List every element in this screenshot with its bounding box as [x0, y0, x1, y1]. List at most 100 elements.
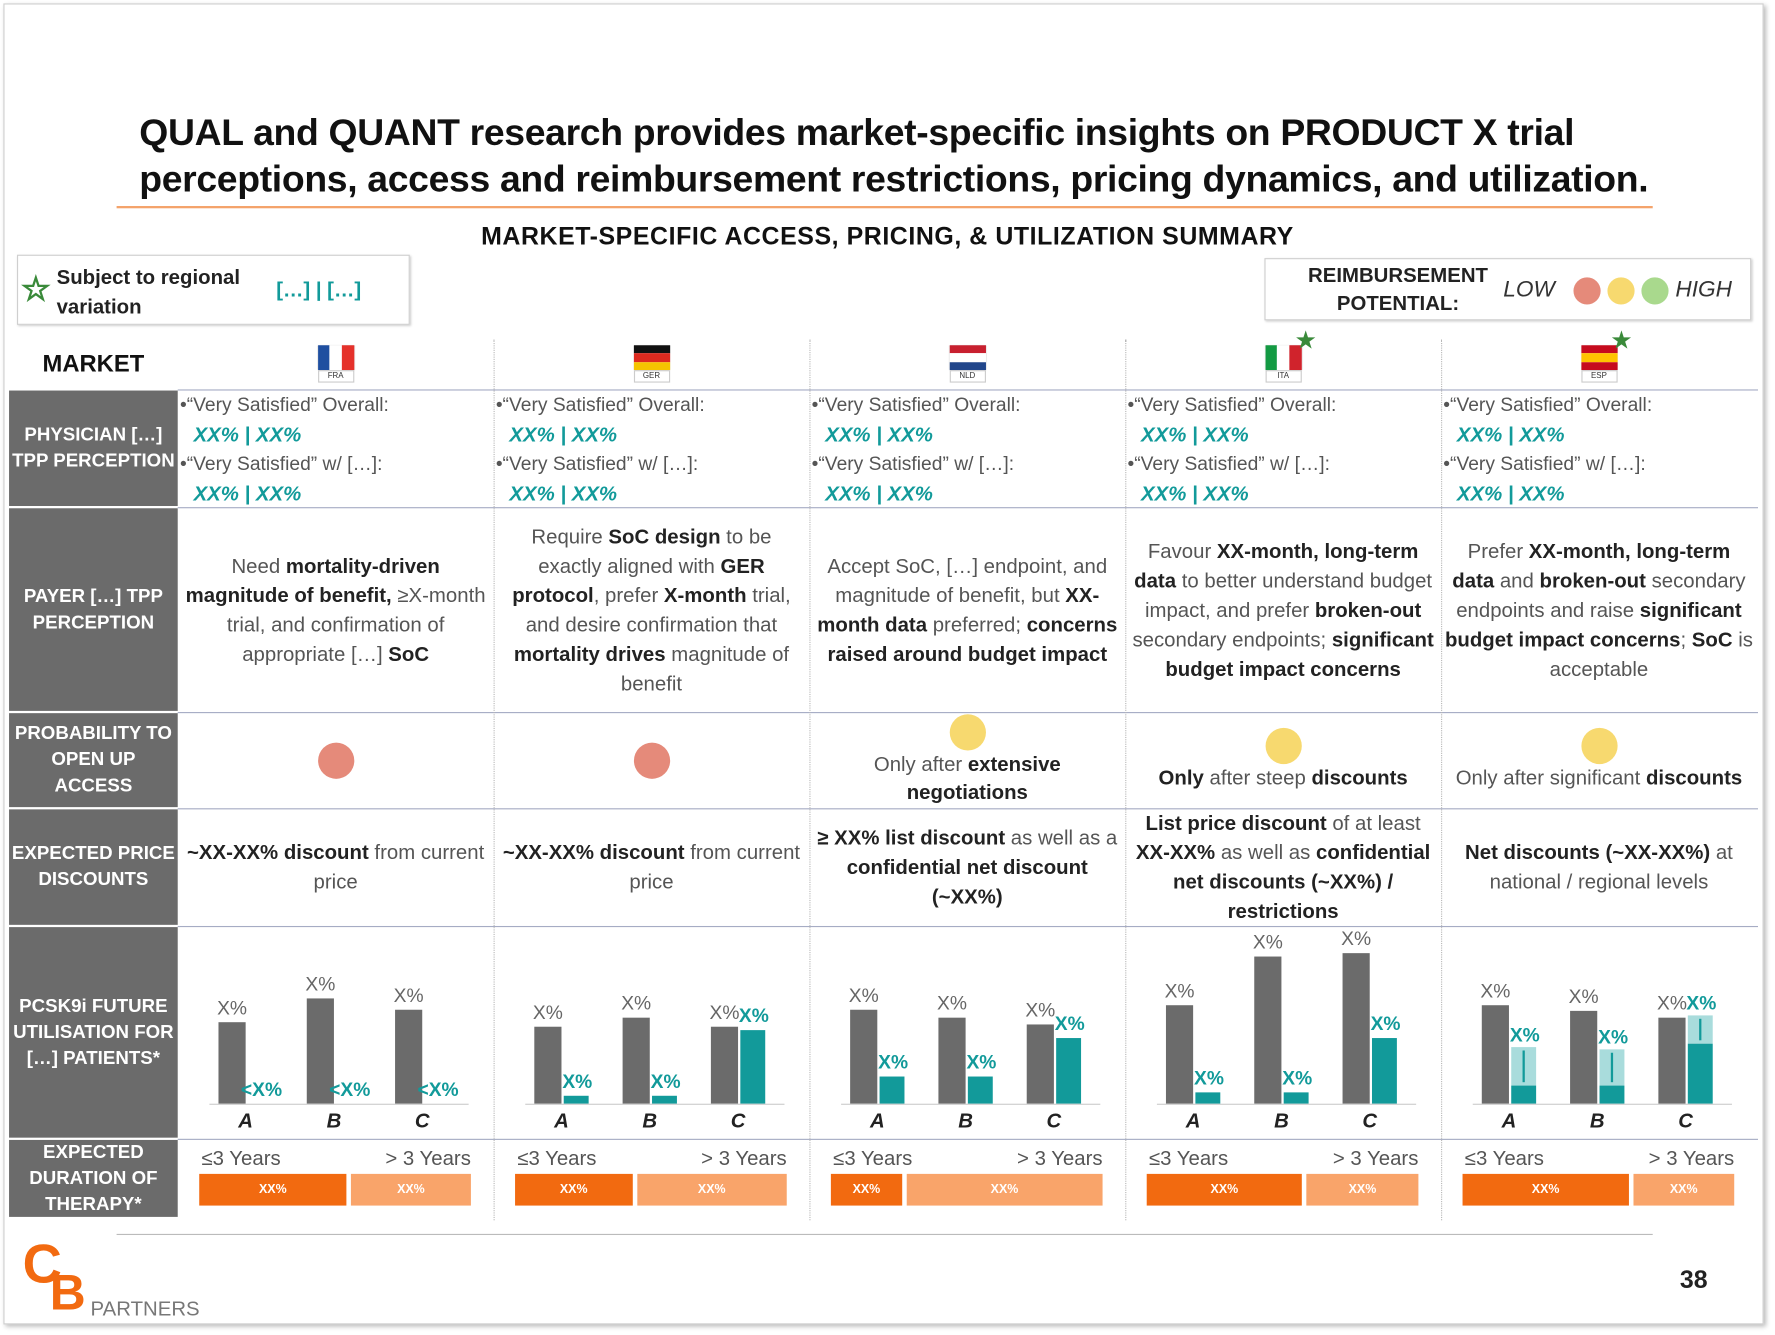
bold-text: X-month	[663, 583, 747, 607]
gray-bar-label: X%	[937, 992, 967, 1015]
text: , prefer	[593, 583, 664, 607]
gray-bar-label: X%	[709, 1001, 740, 1024]
row-label: MARKET	[42, 350, 145, 377]
rich-text: Net discounts (~XX-XX%) at national / re…	[1444, 838, 1753, 897]
gray-bar-label: X%	[217, 997, 248, 1019]
potential-dot	[1641, 277, 1669, 305]
chart-baseline	[525, 1103, 785, 1105]
bold-text: Only	[1158, 766, 1204, 790]
flag: ESP	[1580, 345, 1618, 383]
category-label: B	[642, 1109, 658, 1132]
text: secondary endpoints;	[1132, 627, 1332, 651]
teal-bar	[1599, 1085, 1625, 1104]
teal-bar	[652, 1095, 677, 1104]
row-label: PROBABILITY TO OPEN UP ACCESS	[9, 713, 178, 808]
text: Accept SoC, […] endpoint, and magnitude …	[827, 554, 1108, 607]
bold-text: confidential net discounts (~XX%) / rest…	[1173, 841, 1431, 923]
row-rule	[177, 925, 1758, 928]
low-label: LOW	[1503, 277, 1555, 303]
teal-bar	[1056, 1038, 1082, 1104]
gray-bar	[1254, 956, 1282, 1104]
teal-bar-label: X%	[1370, 1013, 1401, 1035]
payer-cell: Favour XX-month, long-term data to bette…	[1125, 508, 1441, 711]
bold-text: broken-out	[1314, 598, 1422, 621]
probability-cell	[494, 713, 810, 807]
discount-cell: List price discount of at least XX-XX% a…	[1125, 809, 1441, 924]
rich-text: Need mortality-driven magnitude of benef…	[181, 551, 490, 669]
bold-text: significant budget impact concerns	[1444, 598, 1742, 651]
duration-short-bar: XX%	[515, 1173, 633, 1206]
gray-bar	[622, 1017, 650, 1104]
bold-text: XX-month data	[817, 583, 1100, 636]
teal-bar-label: X%	[738, 1005, 769, 1027]
physician-value: XX% | XX%	[825, 423, 933, 447]
category-label: A	[869, 1109, 885, 1132]
chart-baseline	[841, 1103, 1101, 1105]
rich-text: Require SoC design to be exactly aligned…	[497, 521, 806, 698]
gray-bar	[1342, 953, 1370, 1104]
row-label: EXPECTED DURATION OF THERAPY*	[9, 1139, 178, 1217]
column-rule	[1441, 339, 1443, 1221]
category-label: B	[958, 1109, 973, 1132]
bold-text: confidential net discount (~XX%)	[846, 855, 1088, 908]
column-rule	[1125, 339, 1127, 1221]
gray-bar-label: X%	[305, 973, 336, 996]
gray-bar	[306, 998, 334, 1104]
category-label: A	[1501, 1109, 1517, 1132]
flag: ITA	[1265, 345, 1302, 383]
gray-bar	[218, 1022, 246, 1104]
duration-label: ≤3 Years	[833, 1146, 913, 1170]
rich-text: Only after steep discounts	[1159, 764, 1408, 792]
gray-bar	[710, 1026, 739, 1104]
duration-label: > 3 Years	[701, 1146, 787, 1170]
bold-text: GER protocol	[512, 554, 765, 607]
title: QUAL and QUANT research provides market-…	[139, 110, 1649, 200]
duration-short-bar: XX%	[199, 1173, 347, 1206]
flag-colors	[1580, 345, 1618, 371]
text: ≥X-month trial, and confirmation of appr…	[226, 583, 486, 666]
payer-cell: Accept SoC, […] endpoint, and magnitude …	[809, 508, 1125, 711]
flag-stripe	[329, 345, 342, 371]
column-rule	[493, 339, 495, 1221]
rich-text: Only after extensive negotiations	[813, 750, 1122, 807]
text: Need	[231, 554, 286, 577]
physician-value: XX% | XX%	[1456, 482, 1565, 505]
category-label: C	[414, 1109, 430, 1132]
gray-bar	[850, 1009, 878, 1104]
gray-bar-label: X%	[621, 992, 652, 1015]
physician-value: XX% | XX%	[1456, 423, 1565, 447]
probability-dot	[1265, 727, 1302, 765]
flag-stripe	[1277, 345, 1290, 371]
probability-cell	[178, 713, 494, 807]
bold-text: ≥ XX% list discount	[817, 826, 1006, 849]
physician-label: •“Very Satisfied” w/ […]:	[179, 452, 383, 475]
bold-text: List price discount	[1145, 811, 1327, 835]
reimbursement-box: REIMBURSEMENT POTENTIAL: LOW HIGH	[1264, 258, 1752, 321]
gray-bar	[395, 1009, 423, 1104]
probability-dot	[317, 742, 354, 779]
rich-text: ~XX-XX% discount from current price	[181, 838, 490, 897]
rich-text: Accept SoC, […] endpoint, and magnitude …	[813, 551, 1122, 669]
text: as well as	[1215, 841, 1316, 864]
teal-bar-label: <X%	[240, 1078, 283, 1101]
text: trial, and desire confirmation that	[525, 583, 791, 636]
physician-value: XX% | XX%	[193, 482, 302, 505]
flag-colors	[1265, 345, 1302, 371]
flag-stripe	[1289, 345, 1302, 371]
teal-bar	[967, 1076, 993, 1104]
bold-text: discounts	[1645, 766, 1743, 790]
bold-text: SoC design	[608, 524, 721, 548]
text: Only after significant	[1455, 766, 1646, 790]
text: secondary endpoints and raise	[1456, 568, 1746, 621]
duration-long-bar: XX%	[1306, 1173, 1419, 1206]
payer-cell: Require SoC design to be exactly aligned…	[494, 508, 810, 711]
physician-label: •“Very Satisfied” w/ […]:	[495, 452, 699, 475]
gray-bar	[1481, 1005, 1509, 1104]
text: Prefer	[1467, 539, 1529, 563]
physician-label: •“Very Satisfied” Overall:	[179, 393, 389, 416]
text: Require	[531, 524, 609, 548]
physician-label: •“Very Satisfied” w/ […]:	[811, 452, 1015, 475]
bold-text: mortality drives	[513, 642, 666, 666]
category-label: C	[730, 1109, 746, 1132]
duration-label: > 3 Years	[1648, 1146, 1735, 1170]
